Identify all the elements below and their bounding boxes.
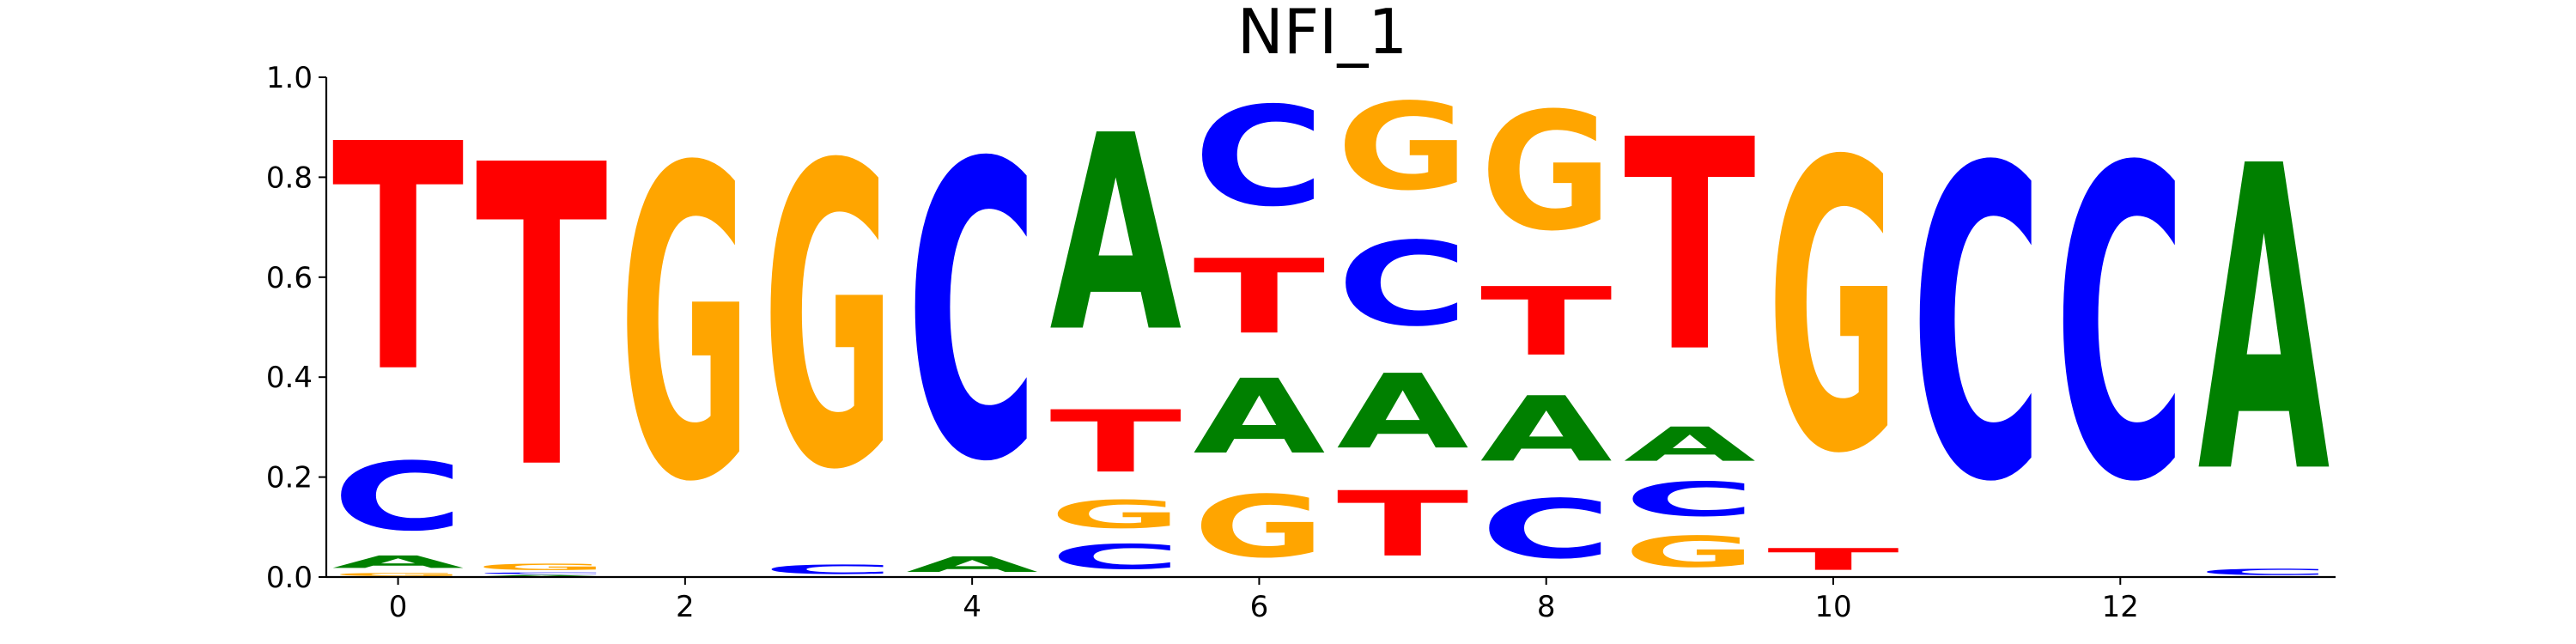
logo-letter-c: C xyxy=(1911,80,2043,577)
logo-letter-c: C xyxy=(1194,77,1326,237)
logo-letter-t: T xyxy=(332,78,465,441)
logo-letter-a: A xyxy=(906,552,1038,577)
y-tick-label: 0.2 xyxy=(266,461,313,495)
logo-letter-g: G xyxy=(619,78,751,576)
logo-letter-a: A xyxy=(2198,77,2331,565)
x-tick-label: 2 xyxy=(676,590,695,624)
logo-letter-g: G xyxy=(332,572,465,577)
logo-letter-t: T xyxy=(1194,238,1326,357)
x-tick-label: 0 xyxy=(389,590,408,624)
logo-letter-a: A xyxy=(476,574,608,577)
logo-letter-t: T xyxy=(1337,473,1469,577)
logo-letter-g: G xyxy=(476,562,608,573)
logo-letter-t: T xyxy=(1480,268,1613,377)
logo-letter-t: T xyxy=(1049,392,1182,492)
x-tick-label: 6 xyxy=(1250,590,1269,624)
logo-letter-t: T xyxy=(1624,77,1757,416)
y-tick-label: 0.4 xyxy=(266,361,313,395)
y-tick-label: 0.6 xyxy=(266,261,313,295)
logo-letter-c: C xyxy=(906,80,1038,551)
logo-letter-t: T xyxy=(1767,542,1899,577)
x-tick-label: 10 xyxy=(1814,590,1851,624)
y-tick-label: 1.0 xyxy=(266,61,313,95)
logo-letter-g: G xyxy=(1049,493,1182,538)
logo-letter-g: G xyxy=(762,79,895,562)
logo-letter-g: G xyxy=(1337,77,1469,216)
logo-letter-a: A xyxy=(1049,77,1182,392)
logo-letter-c: C xyxy=(1049,538,1182,577)
logo-letter-c: C xyxy=(476,572,608,574)
y-tick-label: 0.0 xyxy=(266,561,313,595)
logo-letter-a: A xyxy=(1194,357,1326,477)
logo-letter-c: C xyxy=(1624,472,1756,527)
logo-letter-c: C xyxy=(1337,217,1469,351)
logo-letter-t: T xyxy=(476,77,609,560)
logo-letter-c: C xyxy=(2054,80,2186,577)
logo-letter-c: C xyxy=(2198,567,2330,577)
logo-letter-g: G xyxy=(1194,478,1326,577)
logo-letter-a: A xyxy=(332,552,465,572)
y-tick-label: 0.8 xyxy=(266,161,313,195)
logo-letter-c: C xyxy=(762,562,895,577)
logo-letter-g: G xyxy=(1624,527,1756,577)
logo-letter-a: A xyxy=(1624,417,1756,471)
x-tick-label: 12 xyxy=(2102,590,2139,624)
logo-letter-g: G xyxy=(1767,79,1899,542)
logo-letter-a: A xyxy=(1337,352,1469,471)
logo-letter-c: C xyxy=(332,443,465,552)
axes: 0.0 0.2 0.4 0.6 0.8 1.0 0 2 4 6 8 10 12 xyxy=(266,61,2336,624)
logo-letter-a: A xyxy=(1480,378,1613,482)
x-tick-label: 8 xyxy=(1537,590,1556,624)
logo-letter-c: C xyxy=(1480,483,1613,577)
chart-title: NFI_1 xyxy=(1237,0,1407,68)
x-tick-label: 4 xyxy=(963,590,981,624)
logo-letter-g: G xyxy=(1480,78,1613,267)
